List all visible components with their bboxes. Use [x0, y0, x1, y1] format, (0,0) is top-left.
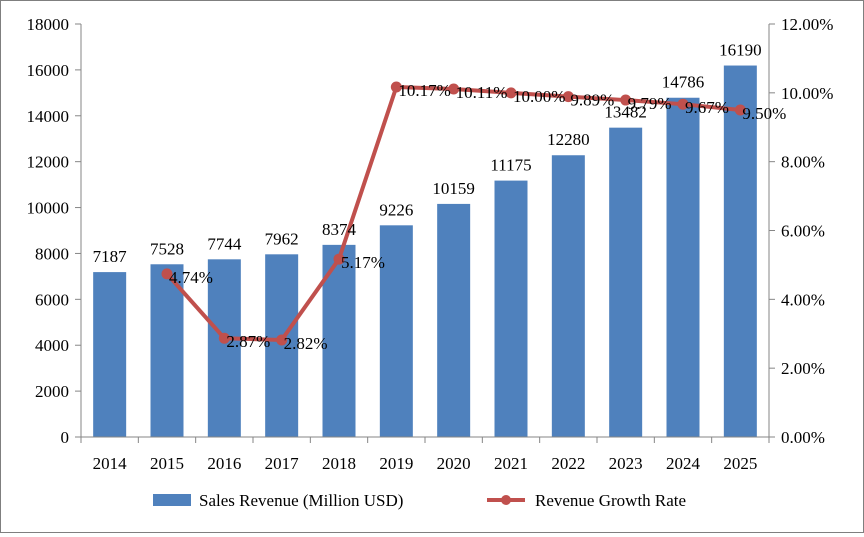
right-axis: 0.00% 2.00% 4.00% 6.00% 8.00% 10.00% 12.00% [768, 15, 833, 447]
x-tick-label: 2015 [150, 454, 184, 473]
growth-value-label: 5.17% [341, 253, 385, 272]
left-tick-label: 2000 [35, 382, 69, 401]
growth-point-2025 [734, 104, 746, 116]
growth-point-2015 [161, 268, 173, 280]
x-tick-label: 2021 [494, 454, 528, 473]
right-tick-label: 8.00% [781, 153, 825, 172]
growth-point-2022 [562, 91, 574, 103]
right-tick-label: 2.00% [781, 359, 825, 378]
legend-line-marker [501, 495, 511, 505]
left-tick-label: 12000 [27, 153, 70, 172]
growth-point-2017 [276, 334, 288, 346]
bar-2025 [723, 65, 757, 437]
bar-value-label: 7962 [265, 229, 299, 248]
growth-value-label: 9.89% [570, 91, 614, 110]
growth-value-label: 9.67% [685, 98, 729, 117]
left-tick-label: 8000 [35, 244, 69, 263]
bar-value-label: 12280 [547, 130, 590, 149]
growth-value-label: 10.11% [456, 83, 508, 102]
bar-2017 [265, 254, 299, 437]
x-tick-label: 2023 [609, 454, 643, 473]
left-tick-label: 16000 [27, 61, 70, 80]
legend-bar-label: Sales Revenue (Million USD) [199, 491, 403, 510]
bar-2014 [93, 272, 127, 437]
legend-line-label: Revenue Growth Rate [535, 491, 686, 510]
right-tick-label: 4.00% [781, 290, 825, 309]
line-data-labels: 4.74% 2.87% 2.82% 5.17% 10.17% 10.11% 10.00% 9.… [169, 81, 786, 353]
bar-value-label: 16190 [719, 41, 762, 60]
bar-2016 [207, 259, 241, 437]
x-axis: 2014 2015 2016 2017 2018 2019 2020 2021 2022 2023… [80, 436, 770, 473]
growth-point-2018 [333, 253, 345, 265]
bar-value-label: 10159 [432, 179, 475, 198]
growth-point-2024 [677, 98, 689, 110]
left-tick-label: 14000 [27, 107, 70, 126]
x-tick-label: 2016 [207, 454, 241, 473]
bar-value-label: 9226 [379, 200, 413, 219]
line-series [161, 81, 746, 346]
left-tick-label: 4000 [35, 336, 69, 355]
bar-value-label: 8374 [322, 220, 357, 239]
x-tick-label: 2019 [379, 454, 413, 473]
left-tick-label: 0 [61, 428, 70, 447]
bar-2020 [437, 203, 471, 437]
right-tick-label: 0.00% [781, 428, 825, 447]
bar-value-label: 7744 [207, 234, 242, 253]
growth-value-label: 9.79% [628, 94, 672, 113]
bar-2019 [379, 225, 413, 437]
bar-data-labels: 7187 7528 7744 7962 8374 9226 10159 11175 12280 1… [93, 41, 762, 267]
x-tick-label: 2018 [322, 454, 356, 473]
bar-value-label: 11175 [490, 156, 531, 175]
bar-2022 [551, 155, 585, 437]
growth-point-2023 [620, 94, 632, 106]
growth-value-label: 4.74% [169, 268, 213, 287]
growth-point-2021 [505, 87, 517, 99]
left-tick-label: 10000 [27, 199, 70, 218]
bar-value-label: 7187 [93, 247, 128, 266]
legend-bar-swatch [153, 494, 191, 506]
bar-2024 [666, 97, 700, 438]
bar-2021 [494, 180, 528, 438]
growth-point-2016 [218, 332, 230, 344]
growth-value-label: 10.00% [513, 87, 565, 106]
bar-value-label: 13482 [604, 103, 647, 122]
x-tick-label: 2025 [723, 454, 757, 473]
left-tick-label: 18000 [27, 15, 70, 34]
bar-series [93, 65, 757, 438]
x-tick-label: 2020 [437, 454, 471, 473]
bar-value-label: 7528 [150, 239, 184, 258]
bar-value-label: 14786 [662, 73, 705, 92]
left-tick-label: 6000 [35, 290, 69, 309]
growth-point-2020 [448, 83, 460, 95]
bar-2023 [609, 127, 643, 438]
legend: Sales Revenue (Million USD) Revenue Grow… [153, 491, 686, 510]
growth-value-label: 9.50% [742, 104, 786, 123]
right-tick-label: 10.00% [781, 84, 833, 103]
bar-2015 [150, 264, 184, 437]
x-tick-label: 2024 [666, 454, 701, 473]
growth-point-2019 [390, 81, 402, 93]
left-axis: 0 2000 4000 6000 8000 10000 12000 14000 16000 180… [27, 15, 82, 447]
growth-value-label: 10.17% [398, 81, 450, 100]
growth-value-label: 2.82% [284, 334, 328, 353]
right-tick-label: 6.00% [781, 222, 825, 241]
right-tick-label: 12.00% [781, 15, 833, 34]
growth-value-label: 2.87% [226, 332, 270, 351]
x-tick-label: 2022 [551, 454, 585, 473]
x-tick-label: 2017 [265, 454, 300, 473]
x-tick-label: 2014 [93, 454, 128, 473]
